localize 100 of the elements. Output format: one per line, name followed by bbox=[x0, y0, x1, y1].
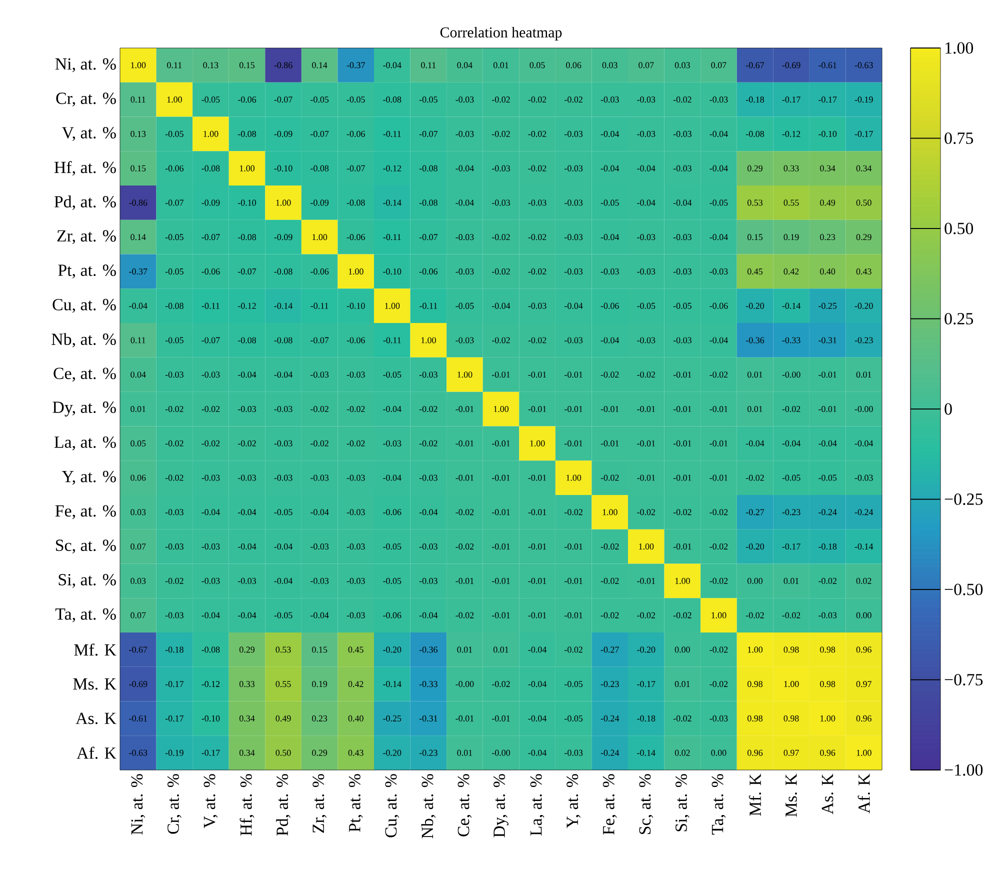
data-label: -0.04 bbox=[419, 612, 438, 618]
data-label: 0.34 bbox=[820, 165, 836, 172]
data-label: -0.02 bbox=[637, 612, 655, 618]
data-label: 0.34 bbox=[240, 750, 255, 756]
data-label: 0.14 bbox=[130, 234, 146, 240]
data-label: -0.09 bbox=[274, 130, 292, 137]
data-label: -0.03 bbox=[310, 543, 329, 550]
data-label: -0.11 bbox=[383, 130, 401, 137]
data-label: -0.03 bbox=[456, 337, 474, 344]
data-label: 0.55 bbox=[784, 200, 799, 206]
data-label: -0.07 bbox=[165, 200, 184, 206]
data-label: -0.03 bbox=[202, 372, 220, 378]
data-label: -0.03 bbox=[419, 543, 438, 550]
data-label: -0.03 bbox=[310, 474, 329, 481]
data-label: -0.04 bbox=[564, 302, 583, 309]
data-label: -0.02 bbox=[673, 612, 692, 618]
data-label: -0.14 bbox=[854, 543, 874, 550]
data-label: -0.04 bbox=[238, 543, 256, 550]
data-label: 1.00 bbox=[385, 302, 400, 309]
data-label: -0.02 bbox=[600, 474, 619, 481]
data-label: -0.01 bbox=[492, 474, 510, 481]
data-label: -0.05 bbox=[310, 96, 329, 103]
data-label: -0.02 bbox=[782, 406, 800, 412]
data-label: -0.10 bbox=[383, 268, 402, 275]
data-label: -0.07 bbox=[419, 130, 438, 137]
data-label: -0.02 bbox=[492, 234, 510, 240]
data-label: 0.11 bbox=[421, 62, 436, 68]
data-label: -0.01 bbox=[456, 406, 474, 412]
data-label: 0.34 bbox=[856, 165, 872, 172]
data-label: -0.03 bbox=[637, 234, 656, 240]
data-label: -0.20 bbox=[746, 302, 764, 309]
x-tick-label: Dy, at. % bbox=[494, 774, 508, 838]
data-label: -0.19 bbox=[165, 750, 184, 756]
data-label: -0.01 bbox=[673, 372, 692, 378]
data-label: -0.05 bbox=[165, 337, 184, 344]
data-label: -0.36 bbox=[746, 337, 764, 344]
data-label: -0.02 bbox=[528, 337, 546, 344]
data-label: -0.08 bbox=[419, 200, 438, 206]
data-label: -0.03 bbox=[564, 337, 583, 344]
data-label: 0.29 bbox=[312, 750, 328, 756]
data-label: -0.02 bbox=[564, 646, 582, 653]
y-tick-label: Ta, at. % bbox=[55, 608, 116, 622]
data-label: -0.01 bbox=[673, 406, 692, 412]
data-label: -0.01 bbox=[528, 612, 546, 618]
data-label: -0.03 bbox=[564, 234, 583, 240]
data-label: -0.01 bbox=[710, 406, 728, 412]
y-tick-label: As. K bbox=[76, 712, 116, 724]
data-label: 0.05 bbox=[530, 62, 545, 68]
y-tick-label: Af. K bbox=[76, 746, 116, 759]
data-label: -0.02 bbox=[818, 578, 836, 584]
data-label: -0.14 bbox=[383, 681, 402, 688]
y-tick-label: Nb, at. % bbox=[52, 333, 116, 348]
data-label: -0.03 bbox=[673, 165, 692, 172]
data-label: -0.02 bbox=[202, 440, 220, 446]
chart-title: Correlation heatmap bbox=[440, 26, 562, 41]
data-label: -0.03 bbox=[637, 96, 656, 103]
data-label: -0.01 bbox=[492, 612, 510, 618]
data-label: 0.15 bbox=[130, 165, 146, 172]
data-label: -0.02 bbox=[419, 406, 438, 412]
data-label: -0.02 bbox=[165, 406, 184, 412]
data-label: -0.04 bbox=[782, 440, 800, 446]
data-label: 0.49 bbox=[276, 715, 291, 722]
data-label: 0.06 bbox=[566, 62, 582, 68]
data-label: 0.01 bbox=[494, 646, 508, 653]
data-label: -0.04 bbox=[310, 612, 329, 618]
data-label: -0.03 bbox=[564, 750, 583, 756]
data-label: -0.02 bbox=[600, 578, 619, 584]
data-label: -0.05 bbox=[346, 96, 365, 103]
data-label: -0.02 bbox=[419, 440, 438, 446]
data-label: 0.01 bbox=[457, 750, 472, 756]
data-label: -0.05 bbox=[165, 130, 184, 137]
data-label: -0.04 bbox=[746, 440, 764, 446]
data-label: -0.05 bbox=[564, 681, 583, 688]
data-label: -0.12 bbox=[202, 681, 220, 688]
data-label: -0.02 bbox=[637, 509, 655, 516]
data-label: 0.45 bbox=[348, 646, 364, 653]
data-label: -0.10 bbox=[274, 165, 292, 172]
data-label: -0.14 bbox=[637, 750, 656, 756]
y-tick-label: Pd, at. % bbox=[54, 196, 116, 210]
data-label: -0.02 bbox=[528, 96, 546, 103]
data-label: 0.53 bbox=[276, 646, 291, 653]
data-label: -0.69 bbox=[129, 681, 148, 688]
data-label: -0.02 bbox=[492, 337, 510, 344]
data-label: -0.20 bbox=[383, 750, 402, 756]
data-label: -0.03 bbox=[564, 130, 583, 137]
data-label: 0.02 bbox=[856, 578, 872, 584]
data-label: -0.08 bbox=[746, 130, 764, 137]
data-label: -0.02 bbox=[600, 372, 619, 378]
data-label: 0.01 bbox=[856, 372, 872, 378]
data-label: -0.03 bbox=[564, 268, 583, 275]
data-label: -0.03 bbox=[456, 130, 474, 137]
data-label: -0.06 bbox=[383, 612, 402, 618]
data-label: -0.12 bbox=[383, 165, 401, 172]
x-tick-label: Ta, at. % bbox=[712, 774, 726, 835]
data-label: -0.02 bbox=[564, 509, 582, 516]
data-label: -0.04 bbox=[600, 130, 620, 137]
data-label: -0.04 bbox=[710, 165, 728, 172]
data-label: -0.01 bbox=[818, 406, 836, 412]
data-label: -0.24 bbox=[600, 750, 620, 756]
x-tick-label: Nb, at. % bbox=[421, 774, 436, 838]
